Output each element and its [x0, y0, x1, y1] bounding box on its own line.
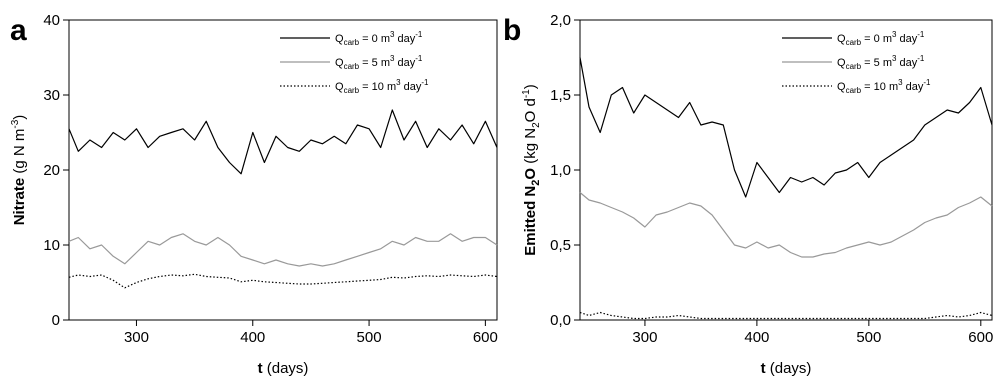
x-axis-label: t (days) — [258, 360, 309, 377]
series-line-0 — [579, 57, 993, 198]
legend-label: Qcarb = 0 m3 day-1 — [837, 30, 925, 47]
y-tick-label: 20 — [43, 162, 60, 179]
y-axis-label: Nitrate (g N m-3) — [10, 115, 28, 226]
x-tick-label: 500 — [357, 329, 382, 346]
y-tick-label: 1,0 — [550, 162, 571, 179]
panel-label: a — [10, 14, 27, 47]
x-tick-label: 400 — [240, 329, 265, 346]
x-tick-label: 300 — [632, 329, 657, 346]
legend-label: Qcarb = 10 m3 day-1 — [335, 78, 429, 95]
x-tick-label: 400 — [744, 329, 769, 346]
y-tick-label: 10 — [43, 237, 60, 254]
chart-panel-a: 0 10 20 30 40 300 400 500 600 Qcarb = 0 m3 day-1 Q… — [10, 12, 498, 377]
series-line-2 — [579, 311, 993, 320]
x-tick-label: 500 — [856, 329, 881, 346]
chart-panel-b: 0,0 0,5 1,0 1,5 2,0 300 400 500 600 Qcarb = 0 m3 … — [503, 12, 993, 377]
x-tick-label: 600 — [968, 329, 993, 346]
panel-label: b — [503, 14, 521, 47]
series-line-2 — [68, 273, 498, 289]
y-axis-label: Emitted N2O (kg N2O d-1) — [521, 84, 542, 255]
y-tick-label: 30 — [43, 87, 60, 104]
plot-frame — [579, 19, 993, 321]
y-tick-label: 0 — [52, 312, 60, 329]
y-tick-label: 40 — [43, 12, 60, 29]
series-line-1 — [68, 233, 498, 267]
series-line-1 — [579, 192, 993, 258]
y-tick-label: 2,0 — [550, 12, 571, 29]
x-axis-label: t (days) — [761, 360, 812, 377]
y-tick-label: 1,5 — [550, 87, 571, 104]
y-tick-label: 0,0 — [550, 312, 571, 329]
legend-label: Qcarb = 0 m3 day-1 — [335, 30, 423, 47]
legend-label: Qcarb = 5 m3 day-1 — [335, 54, 423, 71]
y-tick-label: 0,5 — [550, 237, 571, 254]
x-tick-label: 300 — [124, 329, 149, 346]
legend-label: Qcarb = 5 m3 day-1 — [837, 54, 925, 71]
legend-label: Qcarb = 10 m3 day-1 — [837, 78, 931, 95]
plot-frame — [68, 19, 498, 321]
x-tick-label: 600 — [473, 329, 498, 346]
series-line-0 — [68, 109, 498, 175]
